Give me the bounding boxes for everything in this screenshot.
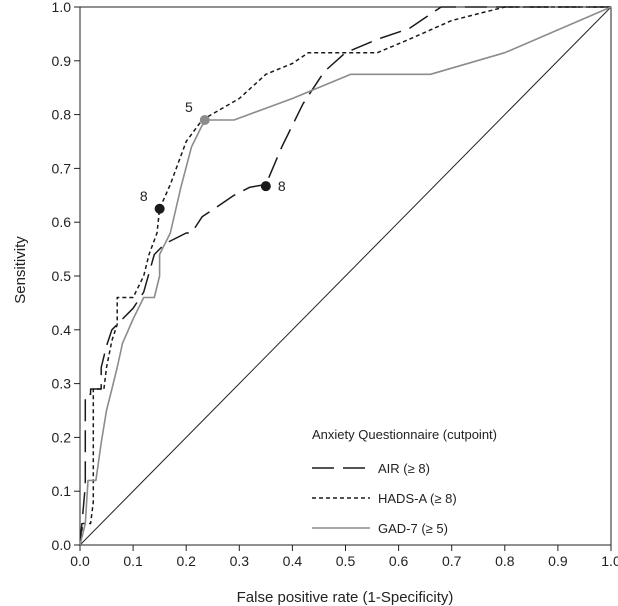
cutpoint-label: 8 [278,178,286,194]
y-tick-label: 1.0 [52,0,72,15]
y-tick-label: 0.8 [52,107,72,123]
reference-diagonal [79,6,612,546]
x-tick-label: 0.2 [176,553,196,569]
series-line-air-8 [79,6,611,546]
x-tick-label: 0.9 [548,553,568,569]
x-tick-label: 0.4 [283,553,303,569]
cutpoint-markers: 8 8 5 [140,99,286,214]
x-tick-label: 0.8 [495,553,515,569]
legend: Anxiety Questionnaire (cutpoint) AIR (≥ … [312,427,497,536]
series-line-hads-a-8 [79,6,611,546]
legend-items: AIR (≥ 8) HADS-A (≥ 8) GAD-7 (≥ 5) [312,461,457,536]
y-tick-label: 0.4 [52,322,72,338]
y-tick-label: 0.1 [52,483,72,499]
cutpoint-marker-gad-7-5 [199,114,210,125]
series-lines [79,6,612,546]
y-tick-label: 0.7 [52,160,72,176]
x-tick-label: 0.7 [442,553,462,569]
y-tick-label: 0.2 [52,429,72,445]
x-axis-label: False positive rate (1-Specificity) [237,589,454,606]
cutpoint-label: 5 [185,99,193,115]
legend-label-air-8: AIR (≥ 8) [378,461,430,476]
y-axis-label: Sensitivity [12,236,29,304]
x-axis: 0.0 0.1 0.2 0.3 0.4 0.5 0.6 0.7 0.8 0.9 1.0 [70,545,618,569]
x-tick-label: 0.1 [123,553,143,569]
y-tick-label: 0.9 [52,53,72,69]
plot-area: 8 8 5 [79,6,612,546]
y-tick-label: 0.5 [52,268,72,284]
x-tick-label: 0.3 [230,553,250,569]
y-axis: 0.0 0.1 0.2 0.3 0.4 0.5 0.6 0.7 0.8 0.9 1.0 [52,0,80,553]
y-tick-label: 0.6 [52,214,72,230]
legend-label-hads-a-8: HADS-A (≥ 8) [378,491,457,506]
legend-title: Anxiety Questionnaire (cutpoint) [312,427,497,442]
y-tick-label: 0.0 [52,537,72,553]
x-tick-label: 0.6 [389,553,409,569]
cutpoint-marker-air-8 [260,181,271,192]
cutpoint-marker-hads-a-8 [154,203,165,214]
x-tick-label: 0.5 [336,553,356,569]
y-tick-label: 0.3 [52,376,72,392]
x-tick-label: 0.0 [70,553,90,569]
legend-label-gad-7-5: GAD-7 (≥ 5) [378,521,448,536]
x-tick-label: 1.0 [601,553,618,569]
cutpoint-label: 8 [140,188,148,204]
series-line-gad-7-5 [79,6,612,546]
